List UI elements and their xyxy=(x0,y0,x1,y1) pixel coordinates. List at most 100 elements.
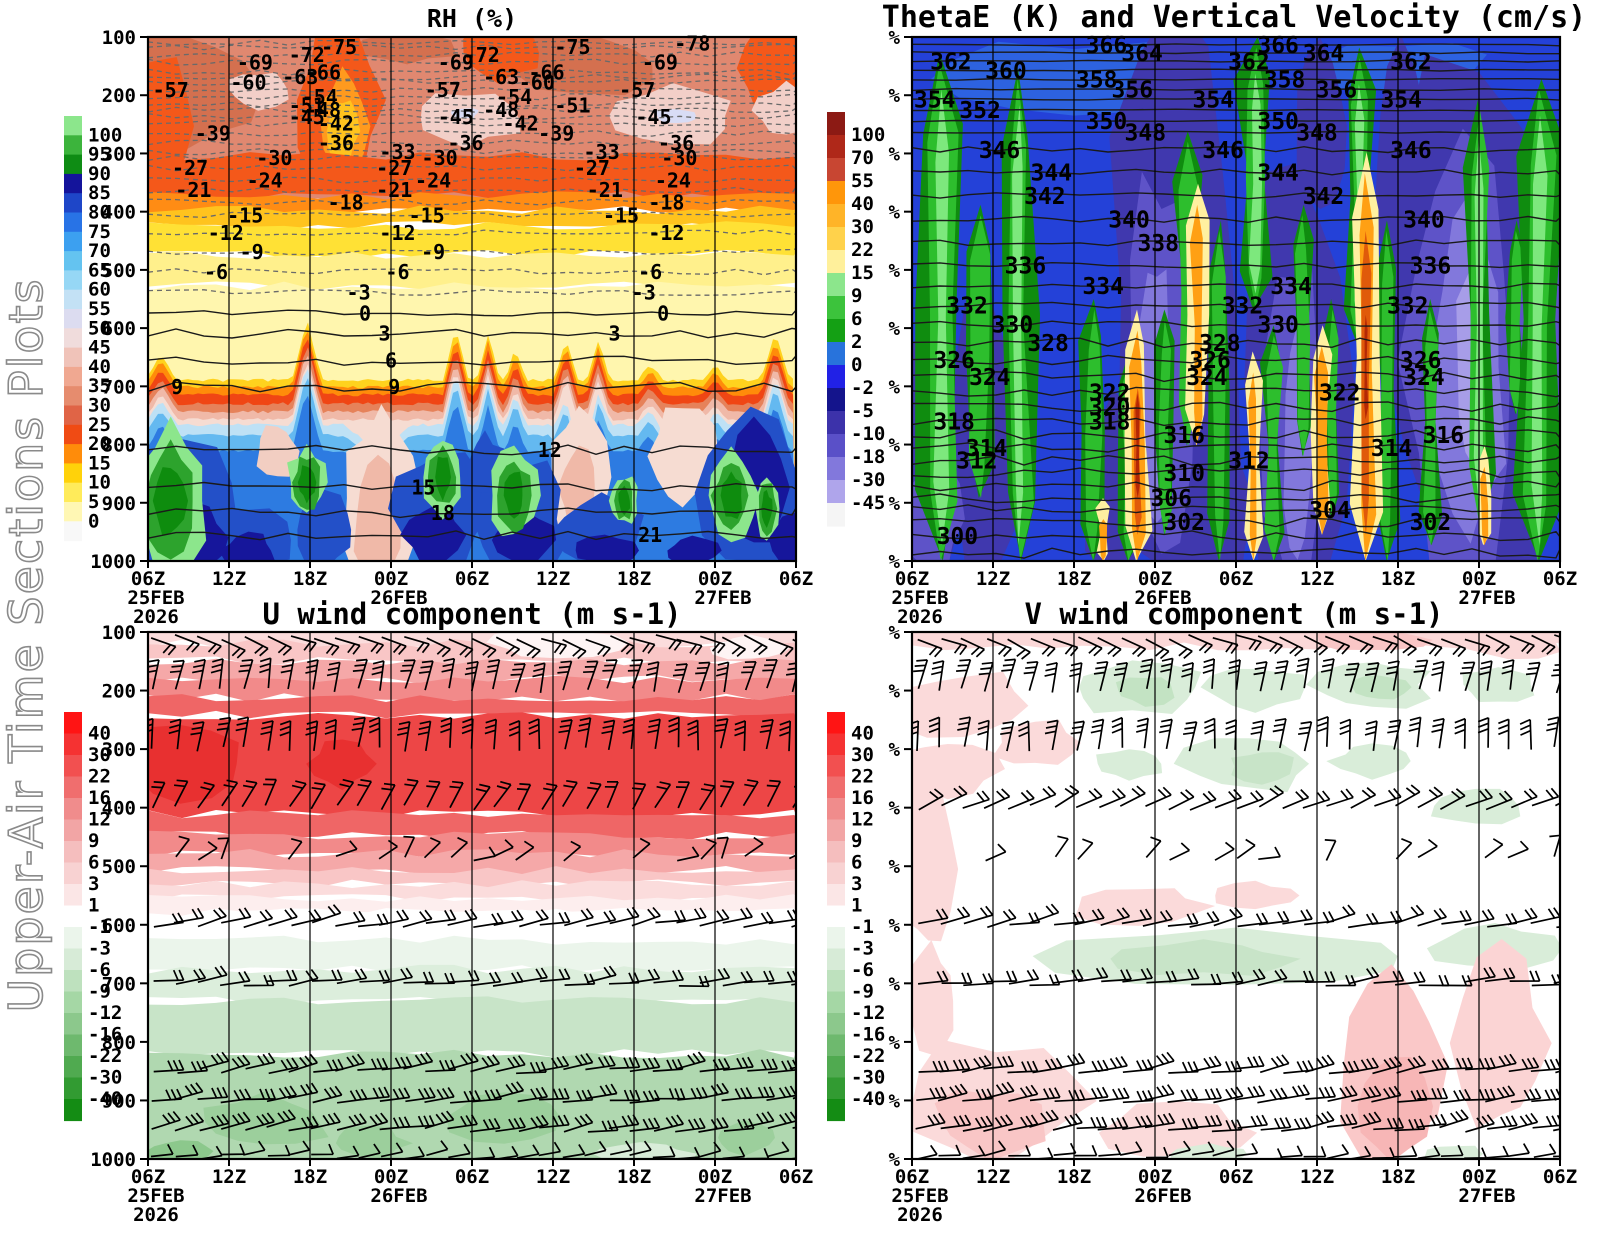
svg-text:346: 346 xyxy=(979,138,1021,164)
svg-text:06Z: 06Z xyxy=(779,1166,813,1188)
svg-text:18Z: 18Z xyxy=(617,568,651,590)
svg-text:1: 1 xyxy=(851,895,862,917)
svg-text:-54: -54 xyxy=(496,85,532,109)
svg-text:330: 330 xyxy=(1257,312,1299,338)
svg-text:-2: -2 xyxy=(851,377,874,399)
svg-text:00Z: 00Z xyxy=(698,1166,732,1188)
svg-text:332: 332 xyxy=(1222,294,1264,320)
svg-text:20: 20 xyxy=(88,433,111,455)
svg-text:-36: -36 xyxy=(658,131,694,155)
svg-text:45: 45 xyxy=(88,337,111,359)
svg-text:354: 354 xyxy=(1380,88,1422,114)
svg-text:-63: -63 xyxy=(483,65,519,89)
v-y-axis: %%%%%%%%%% xyxy=(889,622,912,1171)
svg-text:-45: -45 xyxy=(635,105,671,129)
svg-text:334: 334 xyxy=(1270,274,1312,300)
svg-text:%: % xyxy=(889,1032,901,1054)
svg-text:200: 200 xyxy=(102,681,136,703)
rh-contours: -78-75 -75-72 -72-69 -69 -69-66 -66-63 -63-60-… xyxy=(148,31,796,547)
v-wind-panel-title: V wind component (m s-1) xyxy=(1024,597,1444,631)
svg-text:2: 2 xyxy=(851,331,862,353)
svg-text:314: 314 xyxy=(966,436,1008,462)
svg-text:400: 400 xyxy=(102,202,136,224)
svg-text:3: 3 xyxy=(88,873,99,895)
svg-text:348: 348 xyxy=(1125,121,1167,147)
svg-text:-6: -6 xyxy=(204,260,228,284)
svg-text:-40: -40 xyxy=(851,1088,885,1110)
svg-text:342: 342 xyxy=(1303,184,1345,210)
thetae-panel-title: ThetaE (K) and Vertical Velocity (cm/s) xyxy=(881,0,1587,35)
svg-text:25: 25 xyxy=(88,414,111,436)
svg-text:600: 600 xyxy=(102,915,136,937)
svg-text:2026: 2026 xyxy=(897,1204,943,1226)
svg-text:364: 364 xyxy=(1303,41,1345,67)
svg-text:18Z: 18Z xyxy=(1381,568,1415,590)
svg-text:-27: -27 xyxy=(376,156,412,180)
svg-text:26FEB: 26FEB xyxy=(370,1185,427,1207)
svg-text:%: % xyxy=(889,493,901,515)
svg-text:%: % xyxy=(889,681,901,703)
svg-text:06Z: 06Z xyxy=(895,568,929,590)
svg-text:10: 10 xyxy=(88,472,111,494)
svg-text:65: 65 xyxy=(88,259,111,281)
svg-text:356: 356 xyxy=(1316,78,1358,104)
svg-text:-21: -21 xyxy=(376,178,412,202)
svg-text:-6: -6 xyxy=(638,260,662,284)
svg-text:-42: -42 xyxy=(503,112,539,136)
svg-text:-45: -45 xyxy=(289,105,325,129)
svg-text:336: 336 xyxy=(1005,254,1047,280)
svg-text:12Z: 12Z xyxy=(212,1166,246,1188)
svg-text:18Z: 18Z xyxy=(293,1166,327,1188)
svg-text:-69: -69 xyxy=(642,50,678,74)
svg-text:340: 340 xyxy=(1108,208,1150,234)
u-y-axis: 100 200 300 400 500 600 700 800 900 1000 xyxy=(90,622,148,1171)
svg-text:%: % xyxy=(889,260,901,282)
svg-text:-9: -9 xyxy=(240,240,264,264)
svg-text:2026: 2026 xyxy=(897,606,943,628)
svg-text:50: 50 xyxy=(88,317,111,339)
svg-text:12Z: 12Z xyxy=(1300,1166,1334,1188)
svg-text:-9: -9 xyxy=(421,240,445,264)
svg-text:-69: -69 xyxy=(237,50,273,74)
svg-text:-39: -39 xyxy=(538,122,574,146)
svg-text:16: 16 xyxy=(851,787,874,809)
svg-text:312: 312 xyxy=(1228,449,1270,475)
svg-text:00Z: 00Z xyxy=(374,568,408,590)
svg-text:06Z: 06Z xyxy=(131,1166,165,1188)
svg-text:-75: -75 xyxy=(554,35,590,59)
svg-text:-6: -6 xyxy=(88,959,111,981)
svg-text:%: % xyxy=(889,318,901,340)
svg-text:334: 334 xyxy=(1082,274,1124,300)
svg-text:-30: -30 xyxy=(851,469,885,491)
svg-text:12: 12 xyxy=(538,438,562,462)
svg-text:316: 316 xyxy=(1163,423,1205,449)
svg-text:30: 30 xyxy=(851,216,874,238)
svg-text:00Z: 00Z xyxy=(374,1166,408,1188)
svg-text:18: 18 xyxy=(431,501,455,525)
svg-text:-21: -21 xyxy=(175,178,211,202)
svg-text:320: 320 xyxy=(1089,395,1131,421)
svg-text:300: 300 xyxy=(102,143,136,165)
svg-text:-33: -33 xyxy=(584,140,620,164)
svg-text:30: 30 xyxy=(851,744,874,766)
figure-side-title: Upper-Air Time Sections Plots xyxy=(0,277,54,1014)
svg-text:-21: -21 xyxy=(587,178,623,202)
svg-text:800: 800 xyxy=(102,435,136,457)
svg-text:12Z: 12Z xyxy=(212,568,246,590)
svg-text:%: % xyxy=(889,856,901,878)
svg-text:-72: -72 xyxy=(464,43,500,67)
svg-text:-5: -5 xyxy=(851,400,874,422)
svg-text:300: 300 xyxy=(102,739,136,761)
svg-text:-51: -51 xyxy=(554,93,590,117)
u-field xyxy=(148,632,796,1159)
svg-text:85: 85 xyxy=(88,182,111,204)
svg-text:316: 316 xyxy=(1423,423,1465,449)
svg-text:15: 15 xyxy=(411,475,435,499)
rh-colorbar: 1009590858075706560555045403530252015105… xyxy=(64,116,122,542)
svg-text:%: % xyxy=(889,798,901,820)
svg-text:310: 310 xyxy=(1163,461,1205,487)
svg-text:362: 362 xyxy=(1390,49,1432,75)
